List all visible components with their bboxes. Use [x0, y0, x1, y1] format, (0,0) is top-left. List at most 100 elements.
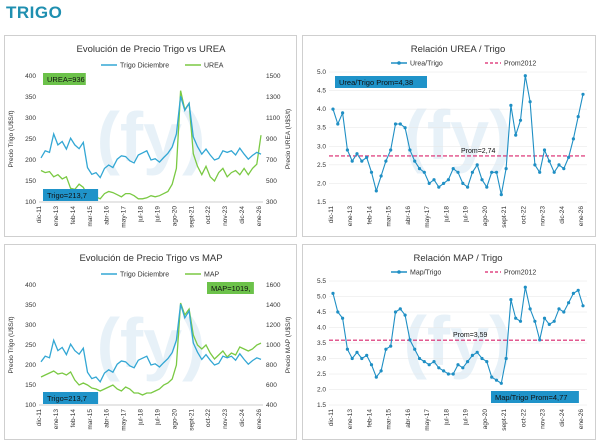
x-tick-label: may-17: [121, 206, 128, 228]
y-tick-left: 300: [25, 115, 36, 122]
series-line-trigo: [40, 304, 262, 383]
x-tick-label: jul-19: [463, 206, 470, 223]
y-tick: 3.0: [317, 356, 326, 363]
series-point: [523, 74, 527, 78]
series-point: [533, 163, 537, 167]
series-point: [456, 170, 460, 174]
x-tick-label: jul-18: [138, 409, 145, 426]
badge-prom: Urea/Trigo Prom=4,38: [339, 78, 413, 87]
y-tick: 1.5: [317, 402, 326, 409]
legend-label-fert: MAP: [204, 272, 220, 279]
series-point: [542, 148, 547, 152]
series-point: [360, 356, 364, 361]
series-point: [514, 133, 518, 137]
y-tick: 3.5: [317, 125, 326, 132]
series-point: [365, 353, 369, 357]
panel-relacion-map-trigo: (fy) Relación MAP / Trigo Map/Trigo Prom201…: [302, 244, 596, 440]
series-point: [432, 178, 436, 182]
series-point: [408, 148, 412, 152]
y-tick-left: 200: [25, 157, 36, 164]
y-tick: 2.5: [317, 371, 326, 378]
x-tick-label: nov-23: [222, 206, 229, 226]
y-axis-label-right: Precio UREA (U$S/t): [285, 109, 292, 169]
y-tick-left: 150: [25, 178, 36, 185]
x-tick-label: ago-20: [482, 409, 489, 430]
series-point: [567, 155, 571, 159]
y-tick: 5.5: [317, 278, 326, 285]
y-tick: 4.0: [317, 325, 326, 332]
badge-prom: Map/Trigo Prom=4,77: [495, 393, 567, 402]
series-point: [485, 360, 489, 364]
series-point: [523, 285, 527, 289]
y-tick-left: 250: [25, 342, 36, 349]
series-point: [576, 115, 580, 119]
series-point: [437, 185, 441, 189]
y-tick-right: 1200: [266, 322, 281, 329]
x-tick-label: ene-13: [347, 206, 354, 227]
y-tick-right: 1400: [266, 302, 281, 309]
y-tick-left: 350: [25, 94, 36, 101]
watermark-logo: (fy): [404, 302, 513, 380]
x-tick-label: mar-15: [386, 409, 393, 430]
series-point: [345, 347, 349, 351]
x-tick-label: oct-22: [205, 409, 212, 427]
x-tick-label: nov-23: [540, 409, 547, 429]
series-point: [504, 356, 508, 361]
series-point: [408, 338, 412, 342]
y-tick: 2.5: [317, 162, 326, 169]
legend-label-ratio: Urea/Trigo: [410, 61, 443, 68]
legend-label-fert: UREA: [204, 63, 224, 70]
x-tick-label: feb-14: [366, 409, 373, 428]
x-tick-label: nov-23: [222, 409, 229, 429]
y-tick-right: 1100: [266, 115, 280, 122]
series-point: [374, 189, 378, 193]
series-point: [384, 159, 388, 163]
x-tick-label: ene-13: [347, 409, 354, 430]
series-point: [514, 316, 518, 320]
page-title: TRIGO: [6, 3, 63, 22]
x-tick-label: jul-18: [443, 409, 450, 426]
series-point: [576, 288, 580, 292]
y-axis-label-right: Precio MAP (U$S/t): [285, 317, 292, 374]
series-point: [567, 301, 571, 305]
y-tick: 2.0: [317, 180, 326, 187]
y-tick: 5.0: [317, 69, 326, 76]
series-point: [442, 369, 446, 373]
y-tick-left: 300: [25, 322, 36, 329]
x-tick-label: dic-24: [239, 206, 246, 224]
series-point: [538, 338, 542, 342]
series-point: [547, 159, 551, 163]
x-tick-label: mar-15: [87, 206, 94, 227]
series-point: [350, 159, 354, 163]
series-point: [557, 163, 561, 167]
chart-relacion-urea-trigo: (fy) Relación UREA / Trigo Urea/Trigo Prom2…: [317, 44, 587, 228]
y-tick: 4.5: [317, 88, 326, 95]
series-point: [571, 291, 575, 295]
series-point: [542, 316, 547, 320]
series-point: [509, 103, 513, 107]
series-point: [422, 360, 426, 364]
series-point: [528, 307, 532, 311]
y-tick-left: 100: [25, 402, 36, 409]
x-tick-label: ene-13: [53, 206, 60, 227]
series-point: [355, 350, 359, 354]
x-tick-label: dic-11: [328, 206, 335, 224]
y-tick: 1.5: [317, 199, 326, 206]
x-tick-label: ene-26: [578, 409, 585, 430]
x-tick-label: abr-16: [104, 206, 111, 225]
series-point: [417, 167, 422, 171]
legend-label-prom: Prom2012: [504, 61, 536, 68]
series-point: [538, 170, 542, 174]
series-point: [552, 319, 556, 323]
series-point: [341, 111, 345, 115]
x-tick-label: ago-20: [171, 206, 178, 227]
panel-trigo-map: (fy) Evolución de Precio Trigo vs MAP Trig…: [4, 244, 297, 440]
badge-1: Trigo=213,7: [47, 191, 87, 200]
x-tick-label: sept-21: [501, 409, 508, 431]
x-tick-label: feb-14: [70, 206, 77, 225]
y-tick: 3.5: [317, 340, 326, 347]
x-tick-label: jul-18: [443, 206, 450, 223]
series-point: [470, 170, 474, 174]
series-point: [403, 126, 407, 130]
y-tick-left: 100: [25, 199, 36, 206]
